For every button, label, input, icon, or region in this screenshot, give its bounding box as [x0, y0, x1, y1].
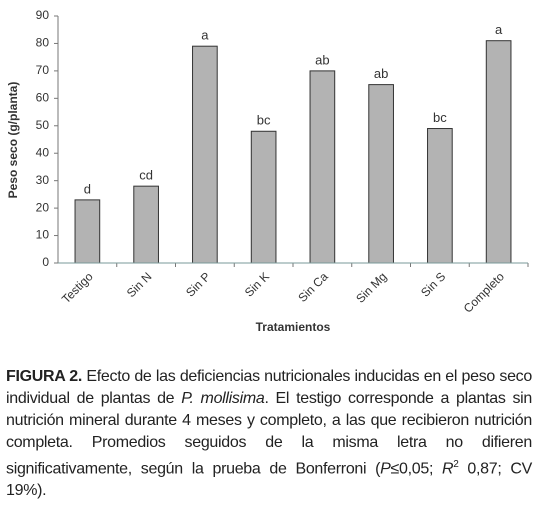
x-tick-label: Sin P [183, 269, 213, 299]
y-tick-label: 50 [36, 118, 50, 132]
significance-letter: a [495, 22, 503, 37]
significance-letter: d [84, 181, 91, 196]
y-tick-label: 90 [36, 8, 50, 22]
y-tick-label: 0 [42, 255, 49, 269]
y-tick-label: 40 [36, 145, 50, 159]
x-tick-label: Sin S [418, 269, 448, 299]
x-tick-label: Sin Mg [353, 269, 389, 305]
bar [74, 199, 101, 264]
x-tick-label: Sin K [242, 269, 272, 299]
caption-text: . El testigo corresponde a plantas sin n… [6, 390, 532, 478]
significance-letter: bc [433, 110, 447, 125]
y-tick-label: 30 [36, 173, 50, 187]
significance-letter: ab [315, 52, 329, 67]
x-axis-title: Tratamientos [256, 320, 331, 334]
caption-text: ≤0,05; [390, 460, 442, 478]
y-tick-label: 60 [36, 91, 50, 105]
y-tick-label: 80 [36, 36, 50, 50]
significance-letter: a [201, 28, 209, 43]
bar [485, 40, 512, 264]
bar [368, 84, 394, 264]
bar [133, 185, 159, 264]
bar [427, 128, 453, 264]
x-tick-label: Completo [461, 269, 507, 315]
chart: Peso seco (g/planta) Tratamientos 0 10 20 3… [6, 8, 529, 334]
species: P. mollisima [181, 390, 265, 407]
superscript: 2 [453, 459, 459, 470]
y-axis-title: Peso seco (g/planta) [6, 82, 20, 199]
p-symbol: P [380, 460, 391, 478]
bar [192, 45, 218, 264]
y-tick-label: 10 [36, 228, 50, 242]
significance-letter: cd [139, 168, 153, 183]
x-tick-label: Sin N [124, 269, 155, 300]
caption-text: Efecto de las deficiencias nutricionales… [6, 368, 532, 407]
y-tick-label: 20 [36, 200, 50, 214]
x-tick-label: Testigo [59, 269, 96, 306]
y-tick-label: 70 [36, 63, 50, 77]
caption-text: 0,87; CV 19%). [6, 460, 532, 500]
caption: FIGURA 2. Efecto de las deficiencias nut… [6, 366, 532, 502]
significance-letter: bc [257, 113, 271, 128]
caption-label: FIGURA 2. [6, 368, 83, 385]
r-symbol: R [442, 460, 454, 478]
bar [250, 130, 277, 264]
bar [309, 70, 336, 264]
significance-letter: ab [374, 66, 388, 81]
x-tick-label: Sin Ca [295, 269, 331, 305]
